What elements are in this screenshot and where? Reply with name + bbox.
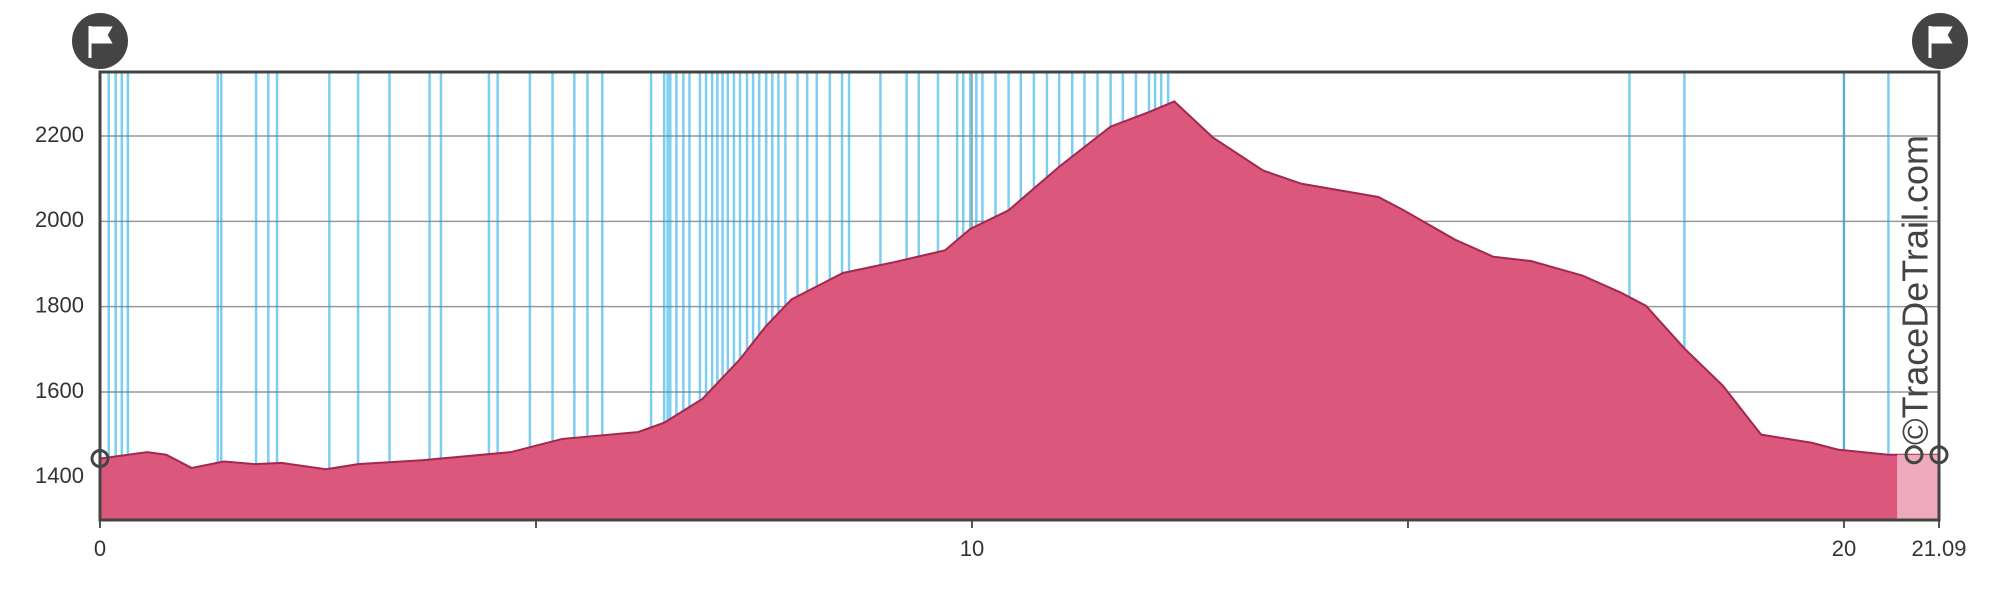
plot-frame	[98, 70, 1941, 522]
flags	[72, 13, 1968, 69]
flag-icon	[1928, 26, 1953, 58]
x-tick-label: 20	[1832, 536, 1856, 561]
y-tick-label: 2000	[35, 207, 84, 232]
watermark: ©TraceDeTrail.com	[1895, 135, 1936, 445]
y-tick-label: 1600	[35, 378, 84, 403]
y-tick-label: 2200	[35, 122, 84, 147]
elevation-area	[99, 100, 1940, 521]
x-tick-label: 21.09	[1911, 536, 1966, 561]
x-tick-label: 10	[960, 536, 984, 561]
highlight-region	[1897, 454, 1939, 520]
y-tick-label: 1400	[35, 463, 84, 488]
x-tick-label: 0	[94, 536, 106, 561]
start-point	[90, 449, 110, 469]
flag-icon	[88, 26, 113, 58]
y-tick-label: 1800	[35, 292, 84, 317]
end-point	[1929, 445, 1949, 465]
end-point	[1904, 445, 1924, 465]
